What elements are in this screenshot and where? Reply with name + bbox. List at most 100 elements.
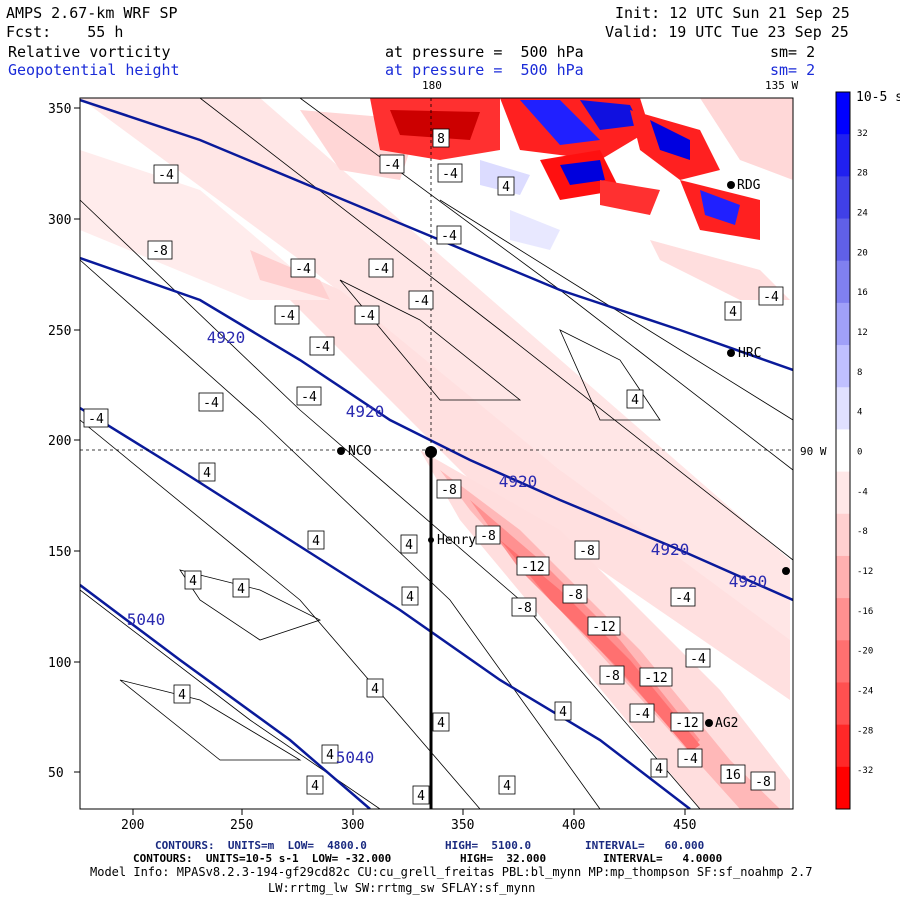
field2-smoothing: sm= 2: [770, 61, 816, 79]
vorticity-contour-label: -4: [436, 225, 462, 245]
height-contour-label: 4920: [207, 328, 246, 347]
colorbar-tick-label: -32: [857, 766, 873, 776]
colorbar-swatch: [836, 724, 850, 768]
vorticity-contour-label: -12: [516, 556, 550, 576]
svg-text:-4: -4: [88, 412, 104, 427]
vorticity-contour-label: -4: [290, 258, 316, 278]
x-axis-ticks: 200 250 300 350 400 450: [121, 818, 696, 833]
svg-text:-4: -4: [634, 707, 650, 722]
station-label: HRC: [738, 346, 761, 361]
vorticity-contour-label: -4: [274, 305, 300, 325]
vorticity-contour-label: -4: [408, 290, 434, 310]
svg-text:4: 4: [178, 688, 186, 703]
height-labels: 4920 4920 4920 4920 4920 5040 5040: [127, 328, 768, 767]
footer-model-info-2: LW:rrtmg_lw SW:rrtmg_sw SFLAY:sf_mynn: [268, 881, 536, 895]
footer-vort-contours-left: CONTOURS: UNITS=10-5 s-1 LOW= -32.000: [133, 852, 392, 865]
colorbar-swatch: [836, 555, 850, 599]
colorbar-swatch: [836, 345, 850, 388]
vorticity-contour-label: 4: [306, 775, 324, 795]
lon-label-90w: 90 W: [800, 445, 827, 458]
height-contours: [80, 98, 793, 809]
svg-text:-8: -8: [579, 544, 595, 559]
svg-text:-4: -4: [279, 309, 295, 324]
svg-text:-4: -4: [203, 396, 219, 411]
colorbar-tick-label: -12: [857, 567, 873, 577]
vorticity-contour-label: 4: [554, 701, 572, 721]
x-tick-label: 250: [230, 818, 253, 833]
field1-name: Relative vorticity: [8, 43, 171, 61]
vorticity-contour-label: -4: [198, 392, 224, 412]
vorticity-contour-label: -4: [354, 305, 380, 325]
vorticity-contour-label: -8: [475, 525, 501, 545]
vorticity-contour-label: -4: [296, 386, 322, 406]
colorbar-swatch: [836, 387, 850, 430]
vorticity-contour-label: 4: [198, 462, 216, 482]
vorticity-contour-label: -8: [562, 584, 588, 604]
colorbar-swatch: [836, 471, 850, 515]
svg-text:-12: -12: [644, 671, 667, 686]
footer-height-contours-left: CONTOURS: UNITS=m LOW= 4800.0: [155, 839, 367, 852]
field2-level: at pressure = 500 hPa: [385, 61, 584, 79]
vorticity-contour-label: -8: [574, 540, 600, 560]
svg-text:16: 16: [725, 768, 741, 783]
svg-text:-4: -4: [441, 229, 457, 244]
colorbar-swatch: [836, 513, 850, 557]
init-time: Init: 12 UTC Sun 21 Sep 25: [615, 4, 850, 22]
x-tick-label: 400: [562, 818, 585, 833]
vorticity-contour-label: -4: [437, 163, 463, 183]
vorticity-contour-label: -4: [685, 648, 711, 668]
forecast-hour: Fcst: 55 h: [6, 23, 124, 41]
svg-text:-4: -4: [373, 262, 389, 277]
svg-text:-4: -4: [675, 591, 691, 606]
svg-text:4: 4: [503, 779, 511, 794]
vorticity-contour-label: -12: [670, 712, 704, 732]
svg-text:-4: -4: [158, 168, 174, 183]
colorbar-tick-label: 4: [857, 408, 862, 418]
vorticity-contour-label: -8: [147, 240, 173, 260]
svg-text:4: 4: [406, 590, 414, 605]
colorbar-swatch: [836, 176, 850, 220]
svg-text:-8: -8: [441, 483, 457, 498]
footer-model-info: Model Info: MPASv8.2.3-194-gf29cd82c CU:…: [90, 865, 813, 879]
svg-text:-4: -4: [690, 652, 706, 667]
svg-text:4: 4: [655, 762, 663, 777]
svg-text:-12: -12: [521, 560, 544, 575]
model-title: AMPS 2.67-km WRF SP: [6, 4, 178, 22]
vorticity-contour-label: 4: [173, 684, 191, 704]
colorbar: 32 28 24 20 16 12 8 4 0 -4 -8 -12 -16 -20 -24 -28 -32: [835, 91, 873, 810]
vorticity-contour-label: 4: [321, 744, 339, 764]
colorbar-swatch: [836, 218, 850, 262]
svg-text:4: 4: [326, 748, 334, 763]
colorbar-swatch: [836, 682, 850, 726]
colorbar-swatch: [836, 134, 850, 177]
lon-label-135w: 135 W: [765, 79, 799, 92]
vorticity-contour-label: 4: [498, 775, 516, 795]
colorbar-tick-label: 32: [857, 129, 868, 139]
vorticity-labels: -4 -4 -8 -4 -4 -4 -4 -4 -4 -4 -4 -4 -4 -8 -8 -12 -8 -12 -8…: [83, 128, 784, 805]
colorbar-swatch: [836, 598, 850, 641]
height-contour-label: 5040: [127, 610, 166, 629]
vorticity-contour-label: -4: [368, 258, 394, 278]
svg-text:-4: -4: [314, 340, 330, 355]
colorbar-unit: 10-5 s-1: [856, 90, 900, 105]
vorticity-contour-label: -4: [379, 154, 405, 174]
x-tick-label: 350: [451, 818, 474, 833]
field2-name: Geopotential height: [8, 61, 180, 79]
x-tick-label: 300: [341, 818, 364, 833]
colorbar-tick-label: -8: [857, 527, 868, 537]
svg-text:-4: -4: [413, 294, 429, 309]
colorbar-tick-label: 16: [857, 288, 868, 298]
height-contour-label: 4920: [651, 540, 690, 559]
svg-text:-4: -4: [763, 290, 779, 305]
vorticity-contour-label: 8: [432, 128, 450, 148]
colorbar-tick-label: 12: [857, 328, 868, 338]
colorbar-tick-label: -16: [857, 607, 873, 617]
vorticity-contour-label: -8: [750, 771, 776, 791]
vorticity-contour-label: 16: [720, 764, 746, 784]
svg-text:4: 4: [203, 466, 211, 481]
field1-smoothing: sm= 2: [770, 43, 816, 61]
svg-text:4: 4: [729, 305, 737, 320]
svg-text:-4: -4: [359, 309, 375, 324]
x-tick-label: 200: [121, 818, 144, 833]
svg-text:-8: -8: [604, 669, 620, 684]
